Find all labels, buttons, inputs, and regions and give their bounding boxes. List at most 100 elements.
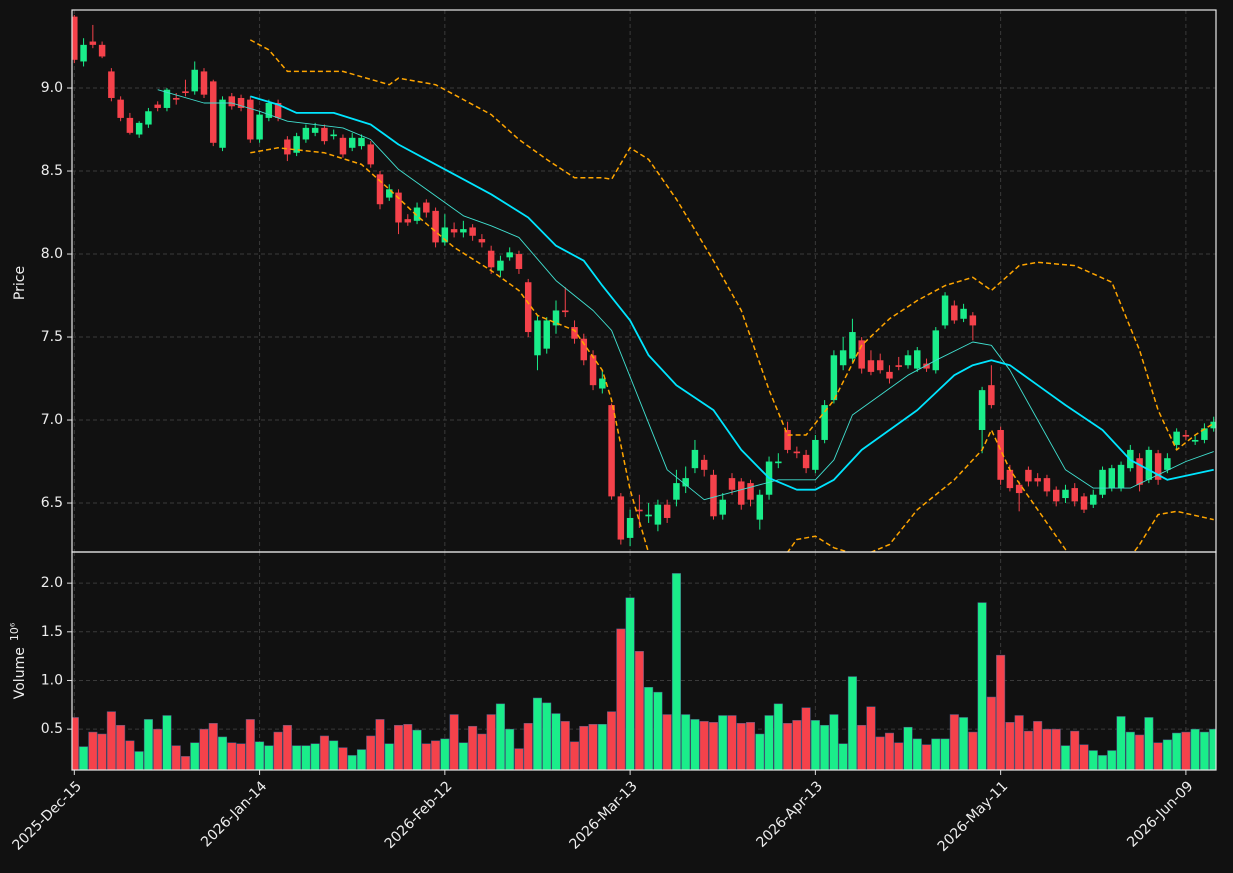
volume-bar bbox=[1023, 730, 1033, 770]
volume-bar bbox=[570, 741, 580, 770]
volume-bar bbox=[1125, 731, 1135, 770]
candle-body bbox=[700, 459, 708, 470]
volume-bar bbox=[310, 743, 320, 770]
candle-body bbox=[1136, 458, 1143, 485]
candle-body bbox=[1182, 434, 1190, 437]
volume-bar bbox=[653, 691, 663, 770]
candle-body bbox=[117, 99, 124, 118]
volume-bar bbox=[838, 743, 848, 770]
candle-body bbox=[274, 102, 282, 118]
candle-body bbox=[663, 504, 671, 518]
candle-body bbox=[506, 252, 513, 258]
candle-body bbox=[728, 478, 736, 490]
candle-body bbox=[497, 260, 504, 271]
candle-body bbox=[1099, 469, 1106, 495]
candle-body bbox=[1201, 428, 1208, 440]
volume-bar bbox=[875, 736, 885, 770]
candle-body bbox=[1052, 489, 1060, 502]
volume-bar bbox=[199, 728, 209, 770]
volume-bar bbox=[755, 733, 765, 770]
volume-bar bbox=[588, 724, 598, 770]
candle-body bbox=[1025, 469, 1032, 482]
x-tick-label: 2026-Jun-09 bbox=[1124, 778, 1196, 850]
x-tick-label: 2026-Feb-12 bbox=[382, 778, 456, 852]
volume-bar bbox=[329, 740, 339, 770]
candle-body bbox=[247, 99, 254, 140]
candle-body bbox=[589, 355, 597, 386]
plot-layer: 6.5 7.0 7.5 8.0 8.5 9.0 0.5 1.0 1.5 2.0 2025-Dec-1… bbox=[10, 10, 1216, 855]
candle-body bbox=[719, 499, 726, 515]
candle-body bbox=[450, 229, 458, 233]
candle-body bbox=[404, 219, 412, 223]
x-tick-label: 2026-May-11 bbox=[935, 778, 1012, 855]
volume-bar bbox=[125, 740, 135, 770]
volume-bar bbox=[996, 654, 1006, 770]
candle-body bbox=[562, 310, 569, 313]
candle-body bbox=[1006, 469, 1014, 489]
volume-bar bbox=[1153, 742, 1163, 770]
volume-bar bbox=[338, 747, 348, 770]
y-tick-label: 8.5 bbox=[41, 163, 63, 179]
volume-bar bbox=[1014, 715, 1024, 770]
candle-body bbox=[376, 174, 384, 205]
candle-body bbox=[552, 310, 560, 326]
volume-bar bbox=[708, 722, 718, 770]
candle-body bbox=[98, 44, 106, 57]
candle-body bbox=[293, 136, 300, 153]
volume-bar bbox=[532, 697, 542, 770]
volume-bar bbox=[671, 573, 681, 770]
candle-body bbox=[580, 338, 588, 361]
volume-bar bbox=[72, 717, 79, 770]
volume-bar bbox=[1162, 739, 1172, 770]
volume-bar bbox=[1070, 730, 1080, 770]
volume-bar bbox=[468, 725, 478, 770]
candle-body bbox=[886, 371, 893, 379]
candle-body bbox=[997, 429, 1004, 480]
volume-bar bbox=[977, 602, 987, 770]
volume-bar bbox=[143, 719, 153, 770]
volume-bar bbox=[282, 724, 292, 770]
volume-bar bbox=[301, 745, 311, 770]
candle-body bbox=[1154, 453, 1162, 480]
volume-bar bbox=[440, 738, 450, 770]
volume-bar bbox=[662, 714, 672, 770]
volume-bar bbox=[477, 733, 487, 770]
candle-body bbox=[135, 122, 143, 135]
volume-bar bbox=[347, 755, 357, 770]
volume-bar bbox=[903, 726, 913, 770]
candle-body bbox=[302, 127, 310, 140]
candle-body bbox=[395, 192, 402, 223]
candle-body bbox=[821, 405, 828, 440]
candle-body bbox=[876, 360, 884, 371]
volume-bar bbox=[486, 714, 496, 770]
candle-body bbox=[802, 454, 810, 469]
candle-body bbox=[172, 97, 180, 100]
volume-bar bbox=[681, 714, 691, 770]
volume-bar bbox=[431, 740, 441, 770]
y-tick-label: 8.0 bbox=[41, 246, 63, 262]
candle-body bbox=[839, 350, 847, 366]
volume-bar bbox=[736, 723, 746, 770]
volume-bar bbox=[949, 714, 959, 770]
volume-bar bbox=[1209, 728, 1216, 770]
volume-bar bbox=[1107, 750, 1117, 770]
volume-bar bbox=[1135, 734, 1145, 770]
candle-body bbox=[80, 44, 87, 62]
candle-body bbox=[895, 365, 902, 367]
volume-bar bbox=[764, 715, 774, 770]
volume-bar bbox=[968, 731, 978, 770]
volume-bar bbox=[959, 717, 969, 770]
volume-bar bbox=[412, 729, 422, 770]
candle-body bbox=[1062, 489, 1069, 499]
volume-bar bbox=[1005, 722, 1015, 770]
volume-bar bbox=[171, 745, 181, 770]
volume-bar bbox=[319, 735, 329, 770]
volume-bar bbox=[773, 703, 783, 770]
volume-bar bbox=[829, 714, 839, 770]
candle-body bbox=[423, 202, 430, 213]
candle-body bbox=[775, 461, 782, 464]
candle-body bbox=[163, 89, 171, 108]
y-tick-label: 7.5 bbox=[41, 329, 63, 345]
candle-body bbox=[358, 137, 365, 147]
volume-bar bbox=[227, 742, 237, 770]
